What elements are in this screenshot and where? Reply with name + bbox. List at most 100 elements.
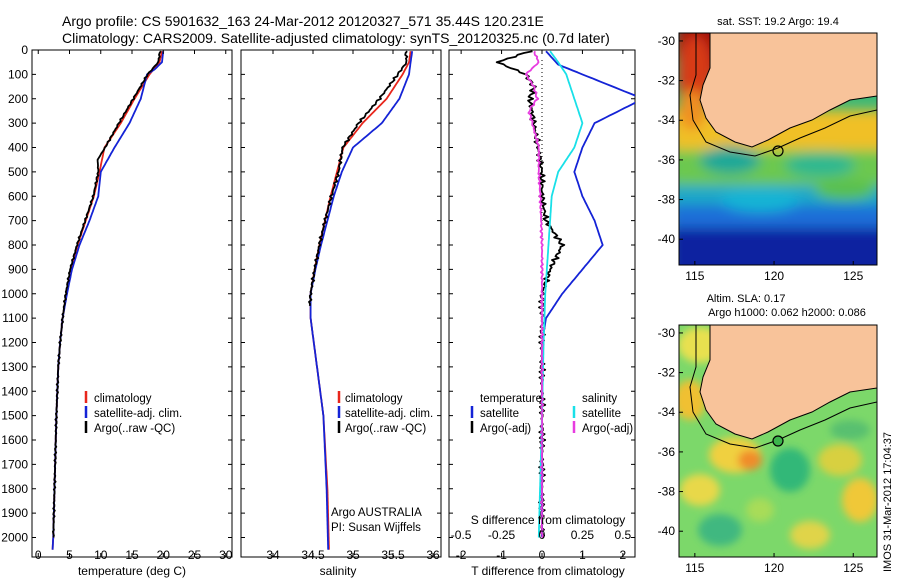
depth-tick-label: 400 — [8, 141, 28, 155]
depth-tick-label: 1700 — [1, 457, 28, 471]
sla-map — [679, 325, 877, 557]
map-ytick-label: -30 — [658, 326, 676, 340]
salinity-diff-tick-label: -0.25 — [488, 528, 516, 542]
difference-xtick-label: 0 — [539, 548, 546, 562]
difference-legend: temperature satellite Argo(-adj) salinit… — [470, 393, 633, 435]
difference-plot — [495, 50, 635, 540]
argo-position-marker — [772, 435, 784, 447]
depth-tick-label: 800 — [8, 238, 28, 252]
legend-label: satellite-adj. clim. — [345, 408, 433, 420]
salinity-plot — [308, 50, 414, 550]
legend-label: satellite — [480, 408, 519, 420]
map-ytick-label: -32 — [658, 74, 676, 88]
depth-tick-label: 200 — [8, 92, 28, 106]
argo-attribution: Argo AUSTRALIA — [331, 507, 422, 519]
salinity-xlabel: salinity — [320, 564, 357, 578]
depth-tick-label: 1600 — [1, 433, 28, 447]
map-axes: -30 -32 -34 -36 -38 -40 115 120 125 -30 -32 -34 -36 -… — [658, 34, 864, 575]
depth-tick-label: 900 — [8, 262, 28, 276]
difference-xlabel: T difference from climatology — [471, 564, 625, 578]
argo-position-marker — [772, 145, 784, 157]
depth-tick-label: 1500 — [1, 409, 28, 423]
map-xtick-label: 125 — [843, 561, 863, 575]
depth-tick-label: 1100 — [2, 311, 28, 325]
temperature-xtick-label: 25 — [188, 548, 202, 562]
salinity-xtick-label: 36 — [426, 548, 440, 562]
sla-map-title-1: Altim. SLA: 0.17 — [707, 293, 786, 305]
legend-label: climatology — [345, 393, 403, 405]
temperature-xtick-label: 5 — [66, 548, 73, 562]
salinity-xtick-label: 35.5 — [381, 548, 405, 562]
legend-heading-temperature: temperature — [480, 393, 542, 405]
map-ytick-label: -36 — [658, 445, 676, 459]
legend-label: Argo(..raw -QC) — [94, 423, 175, 435]
legend-label: Argo(-adj) — [480, 423, 531, 435]
series-line-salinity-argo-adj- — [524, 51, 545, 538]
difference-xtick-label: -2 — [456, 548, 467, 562]
map-xtick-label: 115 — [685, 269, 704, 283]
salinity-legend: climatology satellite-adj. clim. Argo(..… — [331, 391, 433, 534]
series-line-temperature-argo-adj- — [495, 50, 566, 539]
legend-label: satellite-adj. clim. — [94, 408, 182, 420]
depth-tick-label: 500 — [8, 165, 28, 179]
depth-tick-label: 1300 — [1, 360, 28, 374]
map-ytick-label: -40 — [658, 524, 676, 538]
header-line-2: Climatology: CARS2009. Satellite-adjuste… — [62, 30, 610, 46]
temperature-xlabel: temperature (deg C) — [78, 564, 186, 578]
depth-tick-label: 600 — [8, 189, 28, 203]
sst-map-frame — [678, 32, 878, 266]
map-ytick-label: -38 — [658, 193, 676, 207]
series-line-argo-raw-qc- — [52, 50, 162, 538]
sst-map-title: sat. SST: 19.2 Argo: 19.4 — [717, 16, 839, 28]
temperature-xtick-label: 10 — [94, 548, 108, 562]
depth-tick-label: 100 — [8, 67, 28, 81]
header-line-1: Argo profile: CS 5901632_163 24-Mar-2012… — [62, 13, 544, 29]
salinity-xtick-label: 34 — [266, 548, 280, 562]
salinity-diff-tick-label: 0 — [539, 528, 546, 542]
map-xtick-label: 120 — [764, 561, 784, 575]
temperature-legend: climatology satellite-adj. clim. Argo(..… — [84, 391, 182, 435]
argo-pi: PI: Susan Wijffels — [331, 522, 421, 534]
legend-heading-salinity: salinity — [582, 393, 617, 405]
salinity-diff-tick-label: 0.25 — [571, 528, 595, 542]
depth-tick-label: 2000 — [1, 531, 28, 545]
depth-tick-label: 1000 — [1, 287, 28, 301]
difference-xtick-label: 1 — [579, 548, 586, 562]
map-ytick-label: -32 — [658, 366, 676, 380]
sla-map-frame — [678, 324, 878, 558]
sst-map — [679, 33, 877, 265]
difference-xtick-label: 2 — [620, 548, 627, 562]
depth-tick-label: 1900 — [1, 506, 28, 520]
depth-tick-label: 1200 — [1, 336, 28, 350]
temperature-xtick-label: 20 — [157, 548, 171, 562]
legend-label: Argo(..raw -QC) — [345, 423, 426, 435]
temperature-plot — [51, 50, 165, 550]
map-xtick-label: 120 — [764, 269, 784, 283]
temperature-xtick-label: 30 — [219, 548, 233, 562]
difference-xtick-label: -1 — [496, 548, 507, 562]
depth-tick-label: 700 — [8, 214, 28, 228]
salinity-xtick-label: 35 — [346, 548, 360, 562]
depth-axis: 0 100 200 300 400 500 600 700 800 900 1000 1100 1200… — [1, 43, 635, 545]
depth-tick-label: 300 — [8, 116, 28, 130]
series-line-climatology — [51, 51, 163, 550]
imos-credit: IMOS 31-Mar-2012 17:04:37 — [882, 432, 894, 572]
salinity-diff-tick-label: -0.5 — [451, 528, 472, 542]
map-xtick-label: 125 — [843, 269, 863, 283]
map-ytick-label: -30 — [658, 34, 676, 48]
map-ytick-label: -40 — [658, 232, 676, 246]
series-line-salinity-satellite — [537, 50, 584, 538]
map-ytick-label: -34 — [658, 113, 676, 127]
depth-tick-label: 1800 — [1, 482, 28, 496]
salinity-xtick-label: 34.5 — [301, 548, 325, 562]
salinity-axes-frame — [240, 49, 442, 558]
temperature-xtick-label: 15 — [125, 548, 139, 562]
series-line-argo-raw-qc- — [308, 50, 409, 306]
map-ytick-label: -38 — [658, 485, 676, 499]
map-xtick-label: 115 — [685, 561, 704, 575]
difference-xlabel-salinity: S difference from climatology — [471, 513, 626, 527]
depth-tick-label: 1400 — [1, 384, 28, 398]
salinity-diff-tick-label: 0.5 — [615, 528, 632, 542]
map-ytick-label: -34 — [658, 405, 676, 419]
